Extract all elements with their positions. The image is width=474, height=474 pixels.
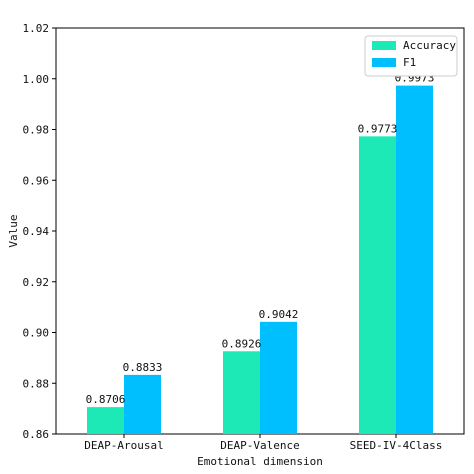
legend-label-accuracy: Accuracy — [403, 39, 456, 52]
y-tick-label: 0.92 — [23, 276, 50, 289]
bar-accuracy — [87, 407, 124, 434]
x-tick-label: SEED-IV-4Class — [350, 439, 443, 452]
x-tick-label: DEAP-Arousal — [84, 439, 163, 452]
y-tick-label: 0.98 — [23, 124, 50, 137]
legend-swatch-accuracy — [372, 41, 396, 50]
data-label-f1: 0.8833 — [123, 361, 163, 374]
y-tick-label: 0.88 — [23, 377, 50, 390]
x-axis: DEAP-Arousal DEAP-Valence SEED-IV-4Class — [84, 434, 442, 452]
y-tick-label: 0.94 — [23, 225, 50, 238]
bar-f1 — [124, 374, 161, 434]
y-axis: 0.86 0.88 0.90 0.92 0.94 0.96 0.98 1.00 1.02 — [23, 22, 56, 441]
data-label-accuracy: 0.9773 — [358, 122, 398, 135]
bar-f1 — [260, 321, 297, 434]
data-label-accuracy: 0.8706 — [86, 393, 126, 406]
y-tick-label: 0.96 — [23, 174, 50, 187]
data-label-accuracy: 0.8926 — [222, 337, 262, 350]
y-tick-label: 0.90 — [23, 327, 50, 340]
legend-swatch-f1 — [372, 58, 396, 67]
y-tick-label: 1.00 — [23, 73, 50, 86]
bars-group — [87, 85, 433, 434]
legend: Accuracy F1 — [364, 35, 458, 77]
data-label-f1: 0.9042 — [259, 308, 299, 321]
bar-accuracy — [223, 351, 260, 434]
bar-accuracy — [359, 136, 396, 434]
y-tick-label: 1.02 — [23, 22, 50, 35]
y-axis-title: Value — [7, 214, 20, 247]
bar-f1 — [396, 85, 433, 434]
y-tick-label: 0.86 — [23, 428, 50, 441]
legend-label-f1: F1 — [403, 56, 416, 69]
x-axis-title: Emotional dimension — [197, 455, 323, 468]
x-tick-label: DEAP-Valence — [220, 439, 299, 452]
